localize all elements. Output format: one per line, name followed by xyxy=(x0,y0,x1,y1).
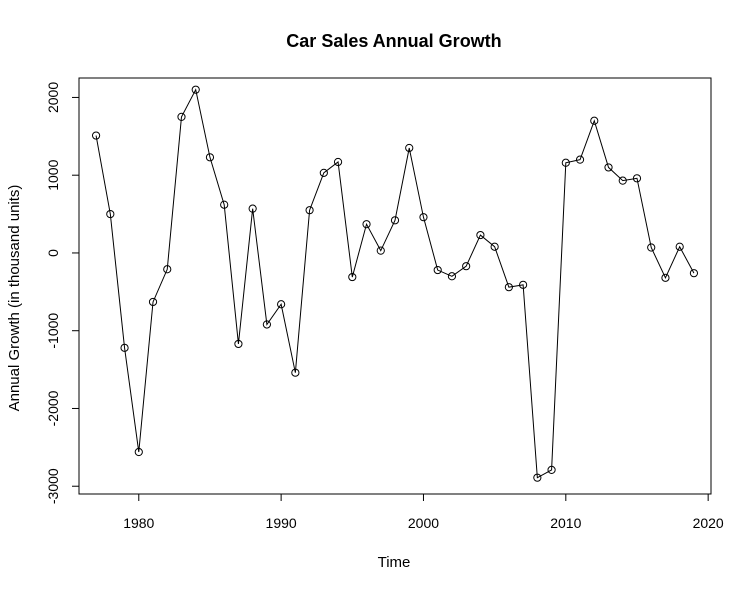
y-axis-label: Annual Growth (in thousand units) xyxy=(6,185,23,412)
x-tick-label: 2010 xyxy=(550,515,581,531)
y-tick-label: 2000 xyxy=(45,82,61,113)
data-point xyxy=(462,262,471,271)
data-point xyxy=(405,143,414,153)
chart-title: Car Sales Annual Growth xyxy=(286,31,501,51)
data-point xyxy=(163,265,172,274)
data-point xyxy=(561,158,570,167)
data-point xyxy=(419,213,428,222)
data-point xyxy=(91,131,101,140)
series-line xyxy=(95,88,695,479)
data-point xyxy=(148,297,158,307)
data-point xyxy=(177,112,186,121)
data-point xyxy=(490,242,499,251)
data-point xyxy=(376,246,385,255)
data-point xyxy=(333,157,343,167)
data-point xyxy=(604,163,613,172)
data-point xyxy=(348,272,357,282)
data-point xyxy=(319,168,328,177)
data-point xyxy=(305,206,314,215)
y-tick-label: -1000 xyxy=(45,313,61,349)
data-point xyxy=(547,465,556,474)
data-point xyxy=(632,174,642,183)
data-point xyxy=(362,220,371,229)
data-point xyxy=(504,283,513,292)
x-tick-label: 1980 xyxy=(123,515,154,531)
data-point xyxy=(291,368,300,377)
data-point xyxy=(277,300,286,309)
data-point xyxy=(248,204,257,213)
y-tick-label: -3000 xyxy=(45,468,61,504)
x-axis: 1980 1990 2000 2010 2020 xyxy=(123,493,724,531)
data-point xyxy=(134,447,143,457)
data-point xyxy=(106,209,115,219)
data-point xyxy=(220,200,229,209)
data-point xyxy=(675,242,684,251)
data-point xyxy=(647,243,656,252)
data-point xyxy=(476,230,485,240)
data-point xyxy=(390,216,400,225)
x-axis-label: Time xyxy=(378,554,411,571)
data-point xyxy=(447,272,457,281)
y-axis: -3000 -2000 -1000 0 1000 2000 xyxy=(45,82,80,504)
x-tick-label: 2000 xyxy=(408,515,439,531)
x-tick-label: 1990 xyxy=(266,515,297,531)
data-point xyxy=(234,339,243,349)
plot-frame xyxy=(78,77,712,495)
y-tick-label: -2000 xyxy=(45,390,61,426)
data-point xyxy=(590,116,599,125)
data-point xyxy=(433,265,442,275)
data-point xyxy=(205,153,215,162)
data-point xyxy=(262,320,271,329)
data-point xyxy=(519,280,528,289)
y-tick-label: 1000 xyxy=(45,159,61,190)
data-point xyxy=(533,473,542,482)
data-point xyxy=(191,85,200,94)
data-point xyxy=(618,176,627,185)
data-point xyxy=(120,343,129,352)
x-tick-label: 2020 xyxy=(693,515,724,531)
y-tick-label: 0 xyxy=(45,249,61,257)
data-point xyxy=(689,269,699,278)
data-point xyxy=(661,273,670,282)
data-point xyxy=(575,155,585,164)
data-points xyxy=(91,85,699,482)
